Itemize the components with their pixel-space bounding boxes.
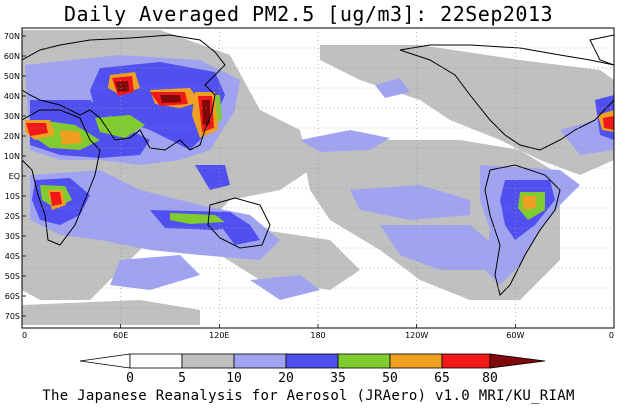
colorbar: 0 5 10 20 35 50 65 80 <box>79 353 546 386</box>
lon-tick-label: 120W <box>405 331 428 340</box>
colorbar-label: 0 <box>126 371 134 386</box>
colorbar-swatch-4 <box>337 353 391 369</box>
lat-tick-label: 30N <box>4 112 20 121</box>
lon-tick-label: 60W <box>506 331 524 340</box>
graticule <box>22 28 614 328</box>
lat-tick-label: 70S <box>5 312 20 321</box>
longitude-axis: 0 60E 120E 180 120W 60W 0 <box>21 324 615 340</box>
lon-tick-label: 0 <box>609 331 614 340</box>
lat-tick-label: 60S <box>5 292 20 301</box>
colorbar-swatch-1 <box>181 353 235 369</box>
colorbar-swatch-2 <box>233 353 287 369</box>
colorbar-swatch-0 <box>129 353 183 369</box>
lon-tick-label: 0 <box>22 331 27 340</box>
colorbar-low-arrow <box>79 353 131 369</box>
lat-tick-label: 20S <box>5 212 20 221</box>
lat-tick-label: 30S <box>5 232 20 241</box>
colorbar-swatch-3 <box>285 353 339 369</box>
lat-tick-label: 70N <box>4 32 20 41</box>
coastlines <box>22 34 614 296</box>
lat-tick-label: 60N <box>4 52 20 61</box>
colorbar-label: 10 <box>226 371 242 386</box>
colorbar-swatch-5 <box>389 353 443 369</box>
colorbar-label: 35 <box>330 371 346 386</box>
colorbar-label: 5 <box>178 371 186 386</box>
lon-tick-label: 180 <box>310 331 325 340</box>
lat-tick-label: 50S <box>5 272 20 281</box>
lon-tick-label: 120E <box>209 331 229 340</box>
lat-tick-label: 40S <box>5 252 20 261</box>
colorbar-label: 20 <box>278 371 294 386</box>
colorbar-swatch-6 <box>441 353 491 369</box>
map-title: Daily Averaged PM2.5 [ug/m3]: 22Sep2013 <box>63 2 554 26</box>
colorbar-high-arrow <box>489 353 546 369</box>
lat-tick-label: EQ <box>9 172 20 181</box>
footer-credit: The Japanese Reanalysis for Aerosol (JRA… <box>42 388 575 404</box>
pm25-level-above-80 <box>115 81 210 125</box>
colorbar-label: 80 <box>482 371 498 386</box>
colorbar-label: 65 <box>434 371 450 386</box>
lat-tick-label: 10S <box>5 192 20 201</box>
lat-tick-label: 50N <box>4 72 20 81</box>
latitude-axis: 70N 60N 50N 40N 30N 20N 10N EQ 10S 20S 30S 40S 50S 60… <box>4 32 26 321</box>
lon-tick-label: 60E <box>113 331 128 340</box>
lat-tick-label: 20N <box>4 132 20 141</box>
colorbar-label: 50 <box>382 371 398 386</box>
lat-tick-label: 10N <box>4 152 20 161</box>
pm25-concentration-field <box>22 30 614 325</box>
lat-tick-label: 40N <box>4 92 20 101</box>
